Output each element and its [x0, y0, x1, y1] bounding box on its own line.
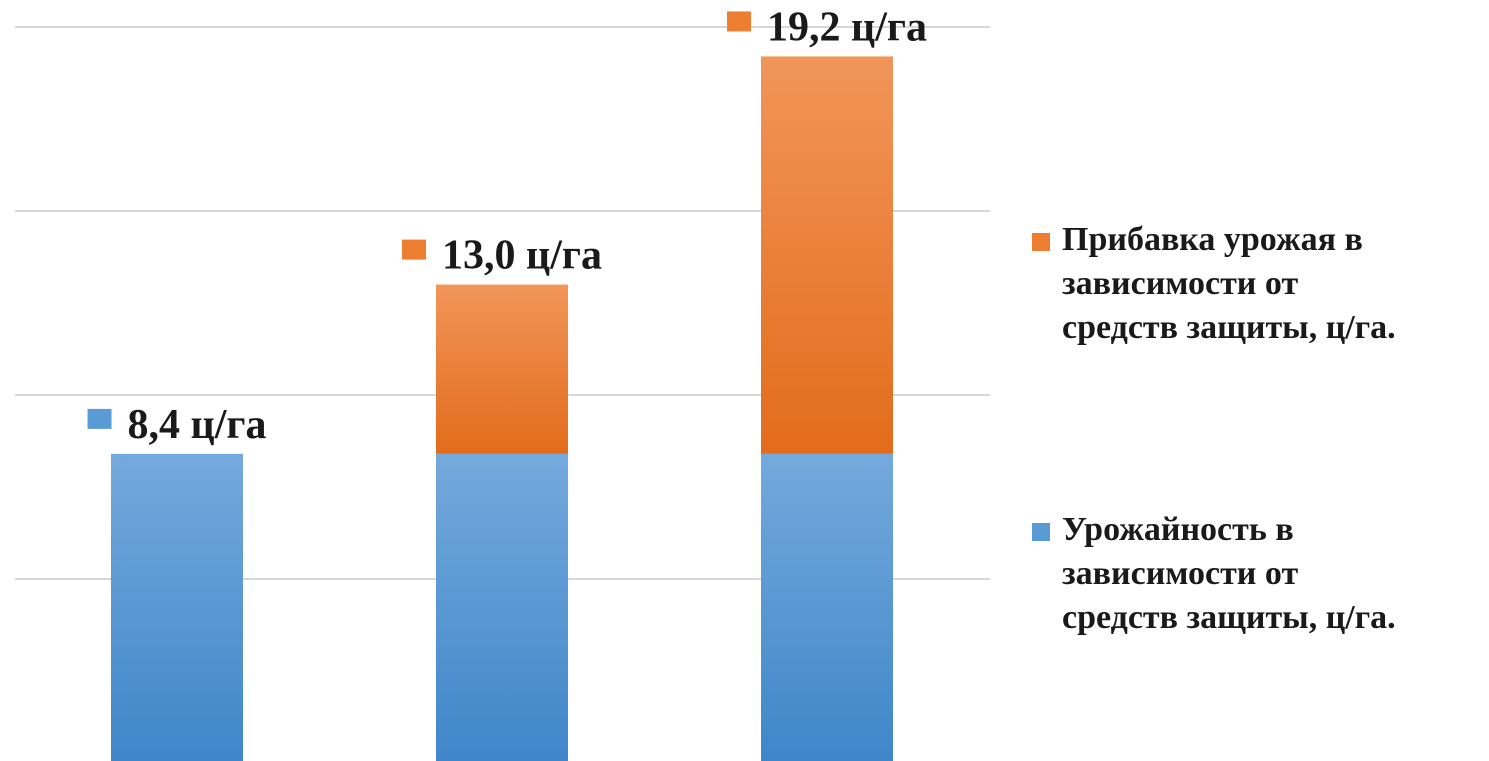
stacked-bar-chart: 8,4 ц/га 13,0 ц/га 19,2 ц/га — [15, 4, 990, 761]
data-label-marker-2 — [402, 239, 427, 260]
legend-item-yield: Урожайность в зависимости от средств защ… — [1032, 508, 1472, 640]
legend-swatch-orange — [1032, 233, 1050, 251]
data-label-text-1: 8,4 ц/га — [128, 402, 267, 448]
bar-3-series-1 — [761, 453, 893, 761]
data-label-3: 19,2 ц/га — [727, 4, 927, 50]
bar-2-series-2 — [436, 284, 568, 454]
bar-1-series-1 — [111, 453, 243, 761]
data-label-text-2: 13,0 ц/га — [442, 233, 602, 279]
legend-item-increase: Прибавка урожая в зависимости от средств… — [1032, 218, 1472, 350]
data-label-marker-1 — [87, 408, 112, 429]
bar-3-series-2 — [761, 56, 893, 454]
legend-label-yield: Урожайность в зависимости от средств защ… — [1062, 511, 1396, 636]
data-labels: 8,4 ц/га 13,0 ц/га 19,2 ц/га — [87, 4, 927, 448]
bar-2-series-1 — [436, 453, 568, 761]
legend-swatch-blue — [1032, 523, 1050, 541]
data-label-text-3: 19,2 ц/га — [767, 4, 927, 50]
legend-label-increase: Прибавка урожая в зависимости от средств… — [1062, 221, 1396, 346]
data-label-2: 13,0 ц/га — [402, 233, 602, 279]
data-label-1: 8,4 ц/га — [87, 402, 267, 448]
bars — [111, 56, 893, 761]
data-label-marker-3 — [727, 11, 752, 32]
